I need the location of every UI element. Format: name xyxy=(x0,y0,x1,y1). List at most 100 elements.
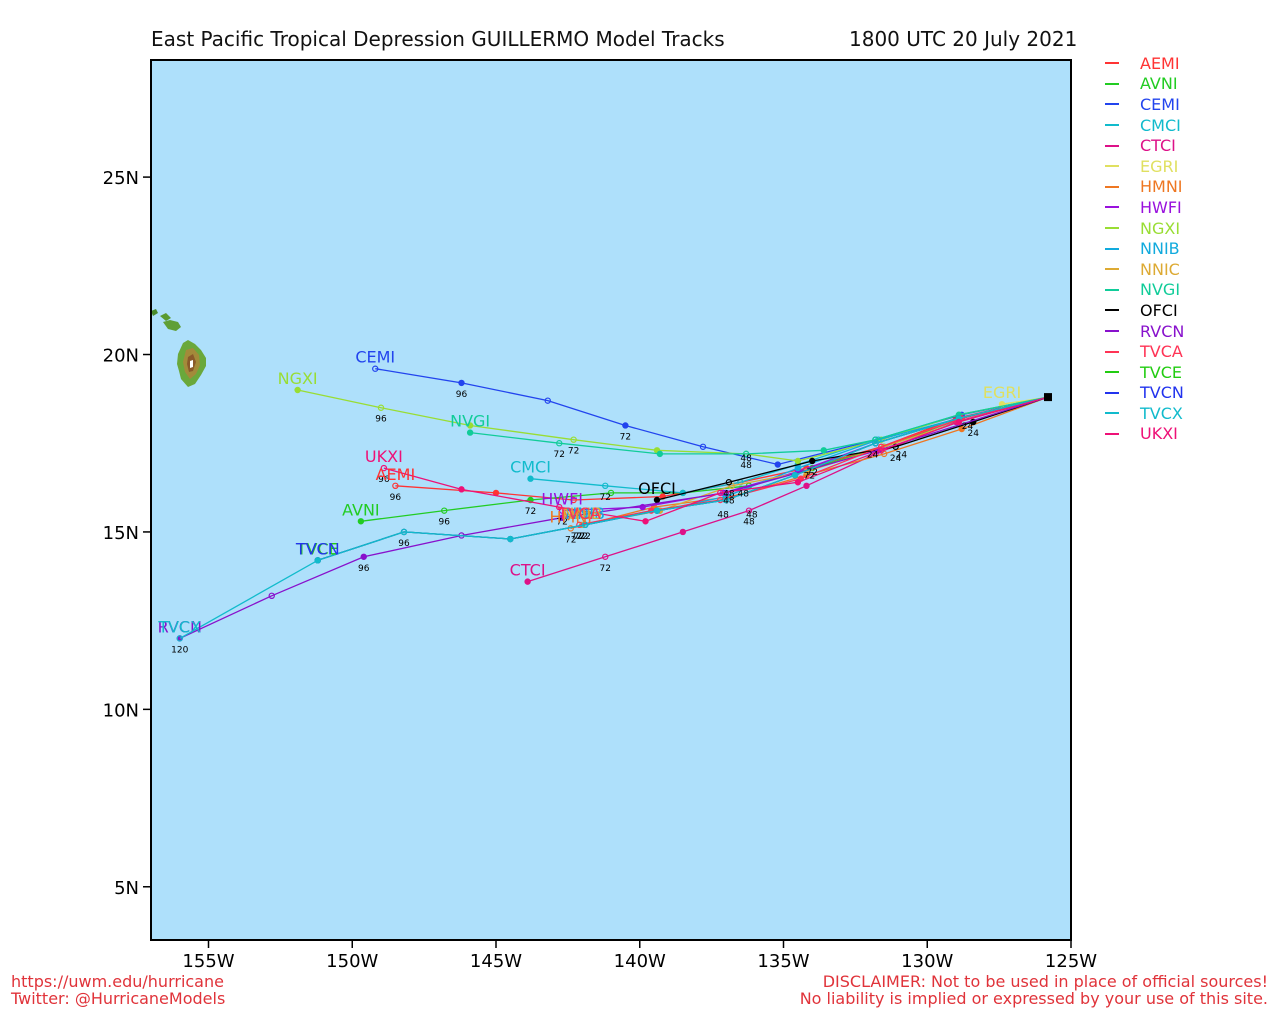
track-point xyxy=(642,518,649,525)
legend-swatch xyxy=(1105,412,1119,415)
end-label-ofci: OFCI xyxy=(638,479,676,498)
track-point xyxy=(176,635,183,642)
track-point xyxy=(774,461,781,468)
legend-label: CTCI xyxy=(1140,136,1176,156)
track-point xyxy=(392,482,399,490)
ocean-background xyxy=(151,60,1071,940)
track-point xyxy=(958,425,965,433)
legend-label: NGXI xyxy=(1140,218,1181,238)
forecast-hour-label: 96 xyxy=(398,539,410,549)
legend-swatch xyxy=(1105,62,1119,65)
track-point xyxy=(872,436,879,443)
hawaii-islands xyxy=(151,309,206,387)
track-line-nvgi xyxy=(470,396,1049,455)
track-point xyxy=(653,496,661,504)
end-label-egri: EGRI xyxy=(983,383,1021,402)
plot-frame xyxy=(150,59,1072,941)
end-label-nnic: NNIB xyxy=(562,504,602,523)
forecast-hour-label: 96 xyxy=(390,493,402,503)
legend-item-tvce: TVCE xyxy=(1100,362,1270,383)
storm-start-marker xyxy=(1044,393,1052,402)
legend-label: CEMI xyxy=(1140,94,1180,114)
track-point xyxy=(570,496,577,504)
end-label-hmni: HMNI xyxy=(549,507,592,526)
legend-label: NVGI xyxy=(1140,280,1181,300)
track-point xyxy=(794,457,802,465)
forecast-hour-label: 72 xyxy=(804,472,815,482)
end-label-tvcx: TVCX xyxy=(157,617,201,636)
legend-item-nvgi: NVGI xyxy=(1100,280,1270,301)
track-line-ukxi xyxy=(383,396,1049,522)
legend-label: OFCI xyxy=(1140,300,1178,320)
x-tick-label: 125W xyxy=(1045,951,1097,972)
forecast-hour-label: 24 xyxy=(968,429,980,439)
track-point xyxy=(722,496,730,504)
legend-swatch xyxy=(1105,185,1119,188)
legend-swatch xyxy=(1105,165,1119,168)
forecast-hour-label: 72 xyxy=(556,518,567,528)
legend-swatch xyxy=(1105,144,1119,147)
y-tick-label: 20N xyxy=(103,346,139,367)
track-point xyxy=(400,528,408,536)
footer-disclaimer: DISCLAIMER: Not to be used in place of o… xyxy=(822,972,1268,991)
end-label-tvca: TVCA xyxy=(557,504,601,523)
track-point xyxy=(441,507,448,514)
legend-swatch xyxy=(1105,371,1119,374)
forecast-hour-label: 120 xyxy=(171,645,188,655)
legend-item-hwfi: HWFI xyxy=(1100,197,1270,218)
track-point xyxy=(556,503,563,511)
forecast-hour-label: 72 xyxy=(568,447,579,457)
legend-label: TVCN xyxy=(1140,383,1184,403)
track-point xyxy=(955,418,963,426)
legend-swatch xyxy=(1105,330,1119,333)
legend-swatch xyxy=(1105,247,1119,250)
track-point xyxy=(878,447,885,454)
x-tick-label: 145W xyxy=(470,951,522,972)
footer-url: https://uwm.edu/hurricane xyxy=(11,972,224,991)
legend-swatch xyxy=(1105,309,1119,312)
forecast-hour-label: 48 xyxy=(723,497,735,507)
legend-label: TVCX xyxy=(1140,403,1183,423)
forecast-hour-label: 48 xyxy=(740,454,752,464)
end-label-nvgi: NVGI xyxy=(450,412,490,431)
forecast-hour-label: 72 xyxy=(571,532,582,542)
track-point xyxy=(507,535,514,543)
legend-item-cemi: CEMI xyxy=(1100,94,1270,115)
track-point xyxy=(360,553,367,560)
track-series xyxy=(176,365,1049,642)
legend-label: AVNI xyxy=(1140,74,1178,94)
track-point xyxy=(699,443,707,450)
legend: AEMI AVNI CEMI CMCI CTCI EGRI HMNI HWFI NGXI NNIB… xyxy=(1100,53,1270,444)
footer-twitter: Twitter: @HurricaneModels xyxy=(11,989,226,1008)
x-tick-label: 140W xyxy=(614,951,666,972)
legend-swatch xyxy=(1105,391,1119,394)
track-point xyxy=(794,479,802,486)
end-label-rvcn: RVCN xyxy=(158,617,202,636)
y-tick-label: 10N xyxy=(103,700,139,721)
track-point xyxy=(377,404,385,411)
end-label-cmci: CMCI xyxy=(510,458,551,477)
legend-label: NNIB xyxy=(1140,239,1180,259)
track-point xyxy=(679,528,687,536)
forecast-hour-label: 72 xyxy=(579,532,590,542)
x-tick-label: 135W xyxy=(757,951,809,972)
legend-item-aemi: AEMI xyxy=(1100,53,1270,74)
forecast-hour-label: 96 xyxy=(456,390,468,400)
legend-item-cmci: CMCI xyxy=(1100,115,1270,136)
forecast-hour-label: 96 xyxy=(439,518,451,528)
end-label-avni: AVNI xyxy=(342,500,380,519)
track-point xyxy=(602,482,609,490)
end-label-ctci: CTCI xyxy=(510,561,546,580)
forecast-hour-label: 72 xyxy=(807,468,818,478)
legend-item-tvcn: TVCN xyxy=(1100,383,1270,404)
track-point xyxy=(558,514,566,521)
track-point xyxy=(607,489,615,497)
forecast-hour-label: 72 xyxy=(565,535,576,545)
legend-label: AEMI xyxy=(1140,53,1180,73)
end-label-hwfi: HWFI xyxy=(541,490,583,509)
legend-item-avni: AVNI xyxy=(1100,74,1270,95)
legend-swatch xyxy=(1105,268,1119,271)
forecast-hour-label: 72 xyxy=(574,532,585,542)
forecast-hour-label: 72 xyxy=(620,432,631,442)
